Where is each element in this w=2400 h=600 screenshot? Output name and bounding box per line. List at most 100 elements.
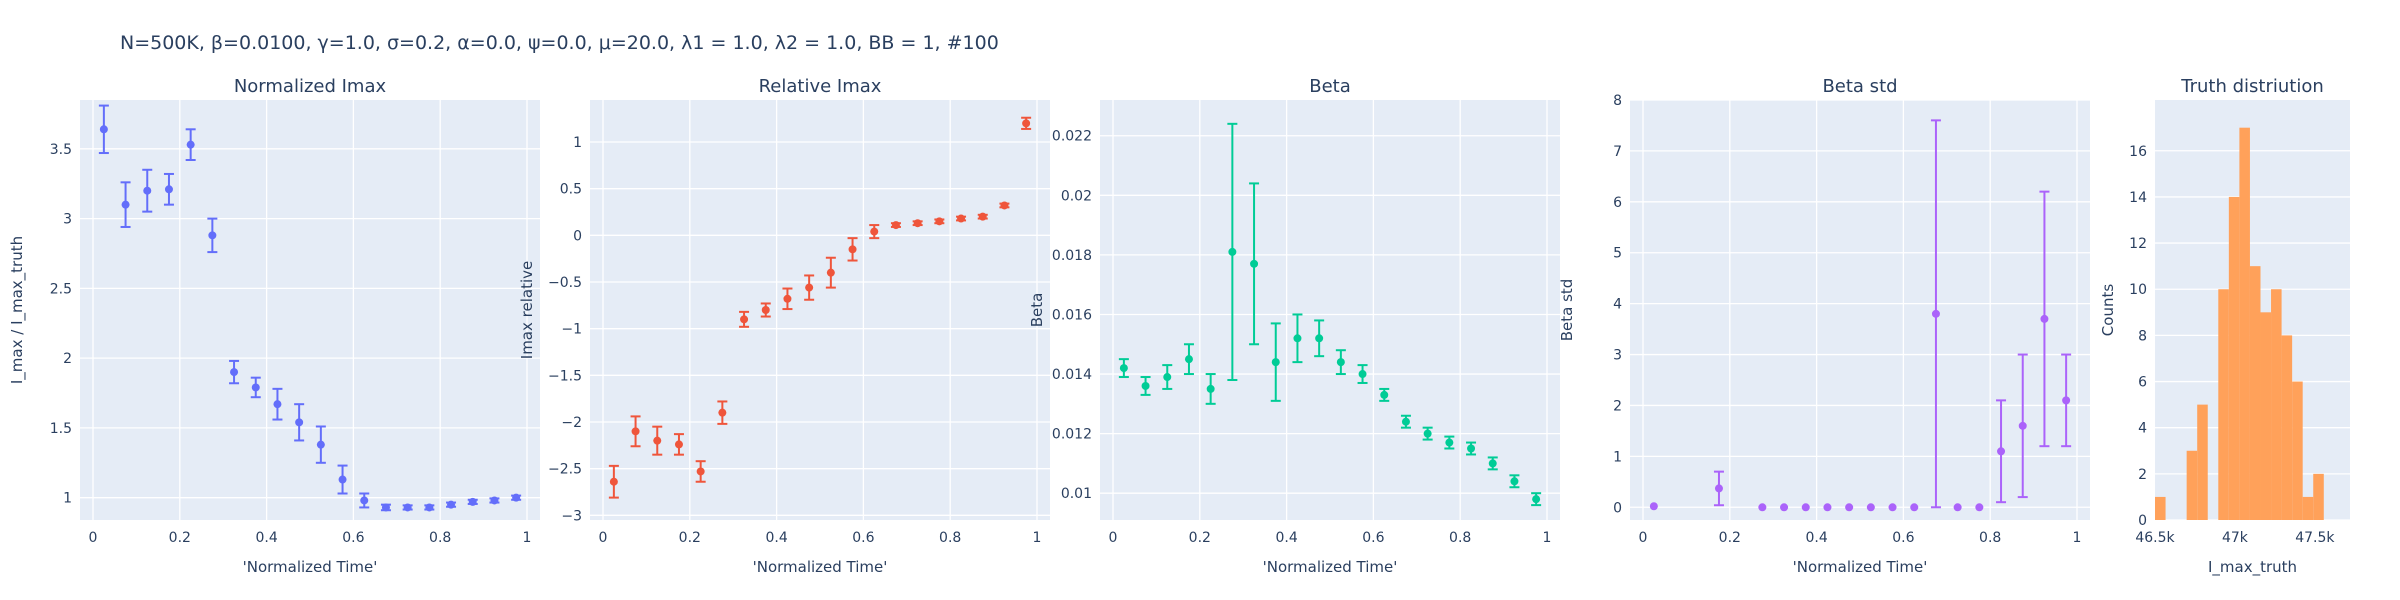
y-tick-label: 14 bbox=[2129, 190, 2147, 206]
data-point bbox=[2018, 421, 2027, 430]
data-point bbox=[360, 496, 369, 505]
x-tick-label: 1 bbox=[2073, 530, 2082, 546]
y-axis-label: Imax relative bbox=[518, 261, 536, 359]
data-point bbox=[1184, 355, 1193, 364]
y-tick-label: 0.5 bbox=[560, 182, 582, 198]
data-point bbox=[848, 245, 857, 254]
data-point bbox=[783, 294, 792, 303]
data-point bbox=[1119, 364, 1128, 373]
data-point bbox=[251, 383, 260, 392]
figure-title: N=500K, β=0.0100, γ=1.0, σ=0.2, α=0.0, ψ… bbox=[120, 32, 999, 54]
x-axis-label: 'Normalized Time' bbox=[1793, 558, 1928, 576]
y-tick-label: 3 bbox=[1613, 348, 1622, 364]
y-tick-label: 8 bbox=[2138, 328, 2147, 344]
x-tick-label: 0 bbox=[1109, 530, 1118, 546]
x-tick-label: 0.8 bbox=[1449, 530, 1471, 546]
data-point bbox=[957, 214, 966, 223]
x-tick-label: 1 bbox=[523, 530, 532, 546]
data-point bbox=[1997, 447, 2006, 456]
chart-title: Normalized Imax bbox=[234, 76, 387, 97]
x-tick-label: 0.4 bbox=[1805, 530, 1827, 546]
x-tick-label: 0.2 bbox=[679, 530, 701, 546]
data-point bbox=[674, 440, 683, 449]
plot-area bbox=[1100, 100, 1560, 520]
data-point bbox=[1271, 358, 1280, 367]
x-tick-label: 0.6 bbox=[1362, 530, 1384, 546]
data-point bbox=[1163, 373, 1172, 382]
y-tick-label: 2 bbox=[63, 351, 72, 367]
data-point bbox=[1823, 503, 1832, 512]
y-tick-label: 6 bbox=[1613, 195, 1622, 211]
x-tick-label: 47k bbox=[2222, 530, 2249, 546]
y-axis-label: I_max / I_max_truth bbox=[8, 236, 27, 384]
data-point bbox=[143, 186, 152, 195]
data-point bbox=[99, 125, 108, 134]
data-point bbox=[1293, 334, 1302, 343]
data-point bbox=[718, 408, 727, 417]
plot-area bbox=[590, 100, 1050, 520]
y-tick-label: 3 bbox=[63, 212, 72, 228]
x-tick-label: 1 bbox=[1033, 530, 1042, 546]
histogram-bar bbox=[2197, 404, 2208, 520]
y-tick-label: 1 bbox=[1613, 449, 1622, 465]
y-tick-label: 1 bbox=[63, 491, 72, 507]
y-tick-label: 5 bbox=[1613, 246, 1622, 262]
data-point bbox=[1866, 503, 1875, 512]
data-point bbox=[316, 440, 325, 449]
y-tick-label: 0 bbox=[2138, 513, 2147, 529]
x-tick-label: 0 bbox=[1639, 530, 1648, 546]
data-point bbox=[1401, 417, 1410, 426]
y-axis-label: Beta bbox=[1028, 293, 1046, 328]
data-point bbox=[1931, 309, 1940, 318]
histogram-bar bbox=[2313, 473, 2324, 520]
data-point bbox=[1206, 384, 1215, 393]
histogram-bar bbox=[2260, 312, 2272, 520]
data-point bbox=[609, 477, 618, 486]
y-tick-label: 0 bbox=[1613, 500, 1622, 516]
chart-title: Truth distriution bbox=[2180, 76, 2324, 97]
data-point bbox=[1975, 503, 1984, 512]
x-tick-label: 1 bbox=[1543, 530, 1552, 546]
chart-title: Beta std bbox=[1822, 76, 1897, 97]
x-tick-label: 47.5k bbox=[2295, 530, 2335, 546]
data-point bbox=[1380, 390, 1389, 399]
y-tick-label: −0.5 bbox=[548, 275, 582, 291]
data-point bbox=[1141, 381, 1150, 390]
y-tick-label: −2.5 bbox=[548, 462, 582, 478]
histogram-bar bbox=[2281, 335, 2293, 520]
y-tick-label: 10 bbox=[2129, 282, 2147, 298]
y-tick-label: 2 bbox=[1613, 398, 1622, 414]
data-point bbox=[978, 212, 987, 221]
data-point bbox=[935, 217, 944, 226]
x-tick-label: 0.6 bbox=[852, 530, 874, 546]
data-point bbox=[653, 436, 662, 445]
x-tick-label: 0.2 bbox=[1189, 530, 1211, 546]
data-point bbox=[1910, 503, 1919, 512]
x-tick-label: 46.5k bbox=[2135, 530, 2175, 546]
data-point bbox=[490, 496, 499, 505]
x-tick-label: 0.4 bbox=[1275, 530, 1297, 546]
data-point bbox=[2040, 314, 2049, 323]
y-tick-label: 4 bbox=[1613, 297, 1622, 313]
y-tick-label: 0.01 bbox=[1061, 486, 1092, 502]
data-point bbox=[1488, 459, 1497, 468]
x-tick-label: 0.2 bbox=[1719, 530, 1741, 546]
y-tick-label: −3 bbox=[561, 508, 582, 524]
x-axis-label: 'Normalized Time' bbox=[1263, 558, 1398, 576]
y-tick-label: −2 bbox=[561, 415, 582, 431]
data-point bbox=[447, 500, 456, 509]
y-axis-label: Counts bbox=[2099, 284, 2117, 337]
data-point bbox=[1532, 495, 1541, 504]
data-point bbox=[1358, 370, 1367, 379]
y-tick-label: 0.018 bbox=[1052, 248, 1092, 264]
histogram-bar bbox=[2302, 496, 2314, 520]
y-tick-label: −1.5 bbox=[548, 368, 582, 384]
histogram-bar bbox=[2249, 266, 2261, 520]
data-point bbox=[2062, 396, 2071, 405]
y-tick-label: 6 bbox=[2138, 375, 2147, 391]
data-point bbox=[1510, 477, 1519, 486]
y-tick-label: 0.012 bbox=[1052, 427, 1092, 443]
data-point bbox=[1758, 503, 1767, 512]
